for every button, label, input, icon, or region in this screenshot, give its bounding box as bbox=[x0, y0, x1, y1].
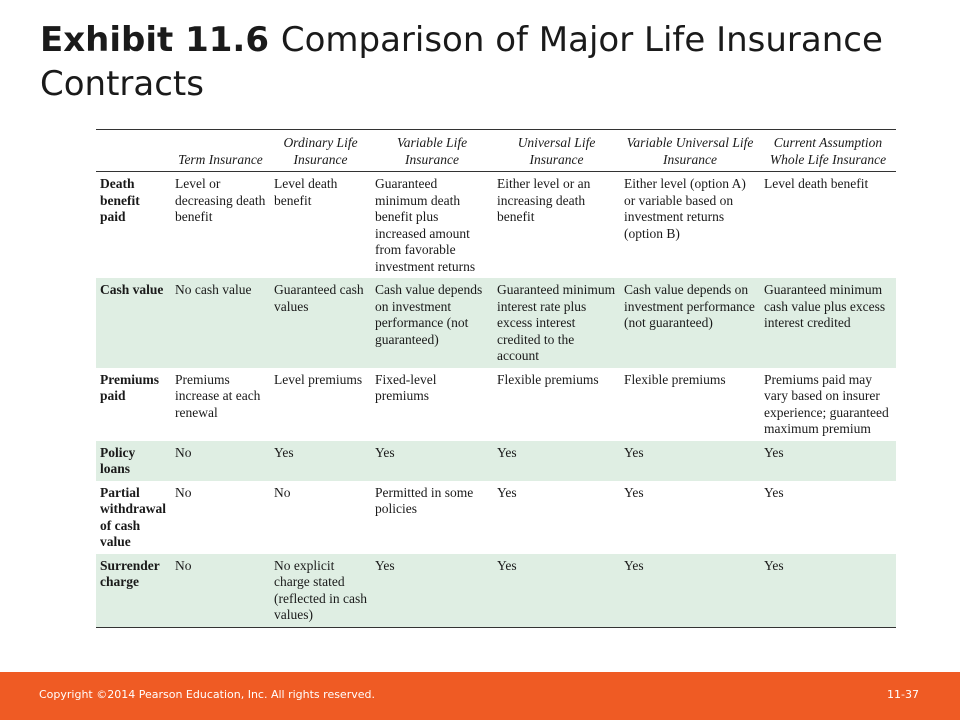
table-row: Cash value No cash value Guaranteed cash… bbox=[96, 278, 896, 368]
table-cell: No bbox=[171, 553, 270, 628]
table-cell: Guaranteed cash values bbox=[270, 278, 371, 368]
table-cell: Premiums increase at each renewal bbox=[175, 371, 261, 420]
row-label: Partial withdrawal of cash value bbox=[100, 484, 167, 550]
table-cell: Yes bbox=[493, 440, 620, 481]
table-cell: Yes bbox=[624, 484, 644, 500]
table-cell: Cash value depends on investment perform… bbox=[371, 278, 493, 368]
table-cell: Yes bbox=[270, 440, 371, 481]
table-cell: Yes bbox=[371, 440, 493, 481]
table-cell: Permitted in some policies bbox=[375, 484, 474, 517]
table-cell: Yes bbox=[493, 553, 620, 628]
table-cell: Either level or an increasing death bene… bbox=[497, 176, 591, 224]
row-label: Death benefit paid bbox=[100, 176, 140, 224]
comparison-table: Term Insurance Ordinary Life Insurance V… bbox=[96, 129, 896, 628]
header-term: Term Insurance bbox=[171, 129, 270, 172]
exhibit-number: Exhibit 11.6 bbox=[40, 20, 269, 60]
table-cell: Cash value depends on investment perform… bbox=[620, 278, 760, 368]
table-cell: Fixed-level premiums bbox=[375, 371, 437, 404]
copyright-notice: Copyright ©2014 Pearson Education, Inc. … bbox=[39, 688, 375, 701]
table-row: Policy loans No Yes Yes Yes Yes Yes bbox=[96, 440, 896, 481]
table-cell: Flexible premiums bbox=[624, 371, 726, 387]
page-number: 11-37 bbox=[887, 688, 919, 701]
table-row: Death benefit paid Level or decreasing d… bbox=[96, 172, 896, 279]
table-cell: No bbox=[175, 484, 192, 500]
table-cell: Level or decreasing death benefit bbox=[175, 176, 266, 224]
table-cell: Yes bbox=[764, 484, 784, 500]
table-cell: Premiums paid may vary based on insurer … bbox=[764, 371, 889, 437]
table-cell: No bbox=[171, 440, 270, 481]
table-row: Surrender charge No No explicit charge s… bbox=[96, 553, 896, 628]
comparison-table-container: Term Insurance Ordinary Life Insurance V… bbox=[96, 129, 896, 628]
exhibit-title: Comparison of Major Life Insurance Contr… bbox=[40, 20, 883, 104]
table-cell: Level death benefit bbox=[274, 176, 338, 208]
row-label: Cash value bbox=[96, 278, 171, 368]
table-row: Premiums paid Premiums increase at each … bbox=[96, 368, 896, 441]
footer-bar: Copyright ©2014 Pearson Education, Inc. … bbox=[0, 672, 960, 720]
table-cell: Guaranteed minimum cash value plus exces… bbox=[760, 278, 896, 368]
table-cell: Yes bbox=[760, 553, 896, 628]
table-cell: Flexible premiums bbox=[497, 371, 599, 387]
row-label: Premiums paid bbox=[100, 371, 159, 404]
row-label: Surrender charge bbox=[96, 553, 171, 628]
table-row: Partial withdrawal of cash value No No P… bbox=[96, 481, 896, 554]
table-cell: Yes bbox=[371, 553, 493, 628]
header-empty bbox=[96, 129, 171, 172]
row-label: Policy loans bbox=[96, 440, 171, 481]
header-current-assumption: Current Assumption Whole Life Insurance bbox=[760, 129, 896, 172]
table-cell: No cash value bbox=[171, 278, 270, 368]
table-cell: Either level (option A) or variable base… bbox=[624, 176, 746, 241]
table-cell: Yes bbox=[497, 484, 517, 500]
table-cell: Guaranteed minimum interest rate plus ex… bbox=[493, 278, 620, 368]
table-cell: Level premiums bbox=[274, 371, 363, 387]
table-cell: Guaranteed minimum death benefit plus in… bbox=[375, 176, 476, 274]
header-variable-life: Variable Life Insurance bbox=[371, 129, 493, 172]
slide-title: Exhibit 11.6 Comparison of Major Life In… bbox=[40, 18, 920, 106]
header-row: Term Insurance Ordinary Life Insurance V… bbox=[96, 129, 896, 172]
table-cell: Level death benefit bbox=[764, 176, 869, 191]
header-ordinary-life: Ordinary Life Insurance bbox=[270, 129, 371, 172]
table-cell: Yes bbox=[620, 553, 760, 628]
table-cell: Yes bbox=[760, 440, 896, 481]
header-universal-life: Universal Life Insurance bbox=[493, 129, 620, 172]
header-variable-universal-life: Variable Universal Life Insurance bbox=[620, 129, 760, 172]
table-cell: No explicit charge stated (reflected in … bbox=[270, 553, 371, 628]
table-cell: Yes bbox=[620, 440, 760, 481]
table-cell: No bbox=[274, 484, 291, 500]
